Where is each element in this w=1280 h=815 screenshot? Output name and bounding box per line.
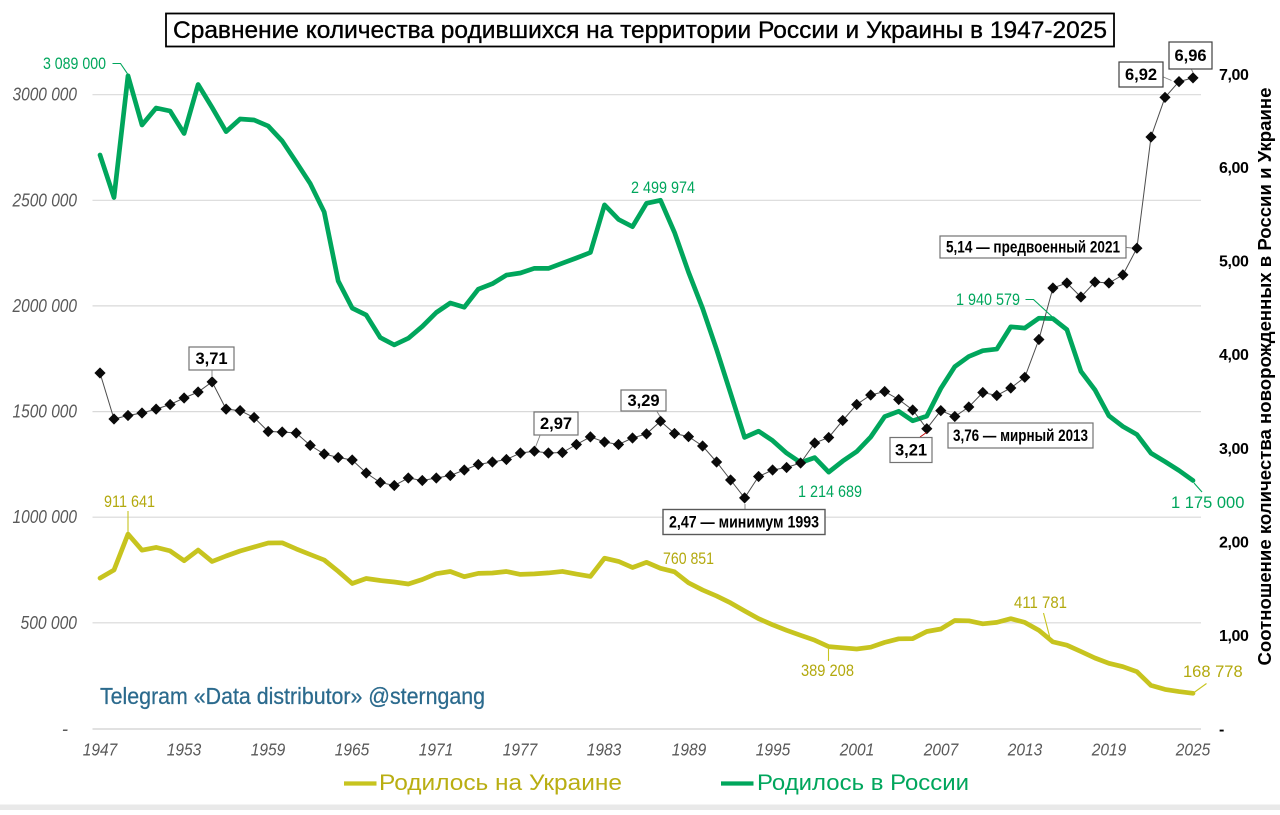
svg-text:2007: 2007 <box>923 740 960 760</box>
svg-text:168 778: 168 778 <box>1183 663 1243 681</box>
svg-text:1989: 1989 <box>672 740 707 760</box>
svg-text:1953: 1953 <box>167 740 202 760</box>
svg-text:760 851: 760 851 <box>663 550 714 568</box>
svg-text:411 781: 411 781 <box>1014 594 1067 612</box>
svg-text:Родилось на Украине: Родилось на Украине <box>379 770 622 795</box>
svg-text:3,00: 3,00 <box>1219 441 1249 458</box>
svg-text:2013: 2013 <box>1007 740 1043 760</box>
svg-text:1947: 1947 <box>83 740 119 760</box>
svg-text:6,96: 6,96 <box>1174 47 1206 65</box>
svg-text:911 641: 911 641 <box>104 493 155 511</box>
svg-text:3,21: 3,21 <box>895 442 927 460</box>
svg-text:2500 000: 2500 000 <box>12 189 78 210</box>
svg-text:2025: 2025 <box>1175 740 1211 760</box>
svg-text:1959: 1959 <box>251 740 286 760</box>
svg-text:1 940 579: 1 940 579 <box>956 291 1020 309</box>
svg-text:7,00: 7,00 <box>1219 67 1249 84</box>
svg-text:Соотношение количества новорож: Соотношение количества новорожденных в Р… <box>1254 88 1275 666</box>
svg-text:4,00: 4,00 <box>1219 347 1249 364</box>
svg-text:2,47 — минимум 1993: 2,47 — минимум 1993 <box>669 514 819 532</box>
svg-text:2001: 2001 <box>839 740 874 760</box>
svg-text:-: - <box>1219 722 1224 739</box>
svg-text:3,29: 3,29 <box>627 392 659 410</box>
svg-text:2019: 2019 <box>1091 740 1127 760</box>
svg-text:1983: 1983 <box>587 740 622 760</box>
svg-text:1995: 1995 <box>756 740 791 760</box>
svg-text:Родилось в России: Родилось в России <box>757 770 969 795</box>
svg-text:-: - <box>62 718 68 739</box>
svg-text:1 214 689: 1 214 689 <box>798 483 862 501</box>
svg-text:1965: 1965 <box>335 740 370 760</box>
svg-text:3,76 — мирный 2013: 3,76 — мирный 2013 <box>953 427 1088 445</box>
svg-text:2,97: 2,97 <box>540 415 572 433</box>
svg-text:Telegram «Data distributor» @s: Telegram «Data distributor» @sterngang <box>100 683 485 709</box>
svg-text:5,14 — предвоенный 2021: 5,14 — предвоенный 2021 <box>946 239 1120 257</box>
svg-text:3000 000: 3000 000 <box>13 84 78 105</box>
svg-text:6,92: 6,92 <box>1125 66 1157 84</box>
svg-text:1000 000: 1000 000 <box>13 506 78 527</box>
svg-text:2 499 974: 2 499 974 <box>631 179 695 197</box>
svg-text:1 175 000: 1 175 000 <box>1171 494 1244 512</box>
svg-text:6,00: 6,00 <box>1219 160 1249 177</box>
svg-text:1500 000: 1500 000 <box>13 401 78 422</box>
svg-text:2,00: 2,00 <box>1219 535 1249 552</box>
svg-text:5,00: 5,00 <box>1219 254 1249 271</box>
svg-text:500 000: 500 000 <box>21 612 78 633</box>
svg-text:1,00: 1,00 <box>1219 628 1249 645</box>
svg-text:1971: 1971 <box>419 740 454 760</box>
svg-text:1977: 1977 <box>503 740 539 760</box>
svg-text:2000 000: 2000 000 <box>12 295 78 316</box>
svg-text:3,71: 3,71 <box>195 350 227 368</box>
svg-text:Сравнение количества родившихс: Сравнение количества родившихся на терри… <box>173 17 1107 44</box>
svg-text:389 208: 389 208 <box>801 662 854 680</box>
svg-text:3 089 000: 3 089 000 <box>43 55 106 73</box>
